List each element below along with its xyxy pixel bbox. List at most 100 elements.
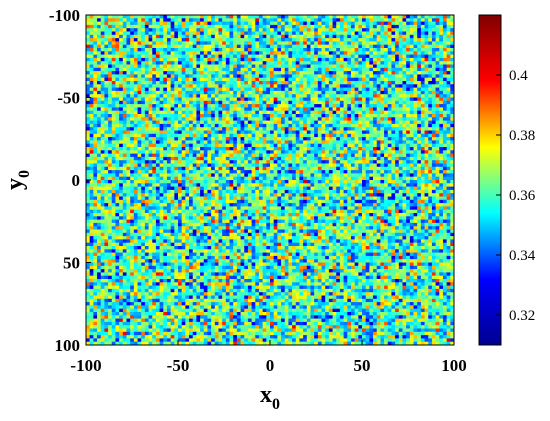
heatmap-cell xyxy=(178,127,183,131)
heatmap-cell xyxy=(244,21,249,26)
heatmap-cell xyxy=(119,31,124,36)
heatmap-cell xyxy=(369,21,374,26)
heatmap-cell xyxy=(130,114,135,118)
heatmap-cell xyxy=(384,160,389,164)
heatmap-cell xyxy=(189,15,194,19)
heatmap-cell xyxy=(247,133,253,138)
heatmap-cell xyxy=(229,57,234,62)
heatmap-cell xyxy=(178,137,183,141)
heatmap-cell xyxy=(284,160,289,164)
heatmap-cell xyxy=(100,104,105,108)
heatmap-cell xyxy=(288,54,293,59)
heatmap-cell xyxy=(354,110,359,115)
heatmap-cell xyxy=(255,140,260,145)
heatmap-cell xyxy=(281,77,286,82)
heatmap-cell xyxy=(424,54,429,59)
heatmap-cell xyxy=(303,24,308,29)
heatmap-cell xyxy=(376,41,381,46)
heatmap-cell xyxy=(347,127,352,131)
heatmap-cell xyxy=(236,137,242,141)
heatmap-cell xyxy=(233,156,238,161)
heatmap-cell xyxy=(384,38,389,42)
heatmap-cell xyxy=(236,74,242,79)
heatmap-cell xyxy=(369,18,374,23)
heatmap-cell xyxy=(424,28,429,32)
heatmap-cell xyxy=(262,176,267,181)
heatmap-cell xyxy=(391,28,396,32)
heatmap-cell xyxy=(133,28,139,32)
heatmap-cell xyxy=(273,90,278,95)
heatmap-cell xyxy=(100,173,105,178)
heatmap-cell xyxy=(196,24,201,29)
heatmap-cell xyxy=(336,170,341,174)
heatmap-cell xyxy=(178,143,183,148)
heatmap-cell xyxy=(439,104,444,108)
heatmap-cell xyxy=(442,120,448,125)
heatmap-cell xyxy=(144,104,150,108)
heatmap-cell xyxy=(100,114,105,118)
heatmap-cell xyxy=(166,77,172,82)
heatmap-cell xyxy=(450,41,455,46)
heatmap-cell xyxy=(398,147,403,151)
heatmap-cell xyxy=(303,15,308,19)
heatmap-cell xyxy=(431,31,437,36)
heatmap-cell xyxy=(288,61,293,65)
heatmap-cell xyxy=(299,48,304,52)
heatmap-cell xyxy=(258,38,264,42)
heatmap-cell xyxy=(229,77,234,82)
heatmap-cell xyxy=(163,90,168,95)
heatmap-cell xyxy=(93,64,98,69)
heatmap-cell xyxy=(373,110,378,115)
heatmap-cell xyxy=(446,21,451,26)
heatmap-cell xyxy=(218,81,223,85)
heatmap-cell xyxy=(442,140,448,145)
heatmap-cell xyxy=(211,67,216,72)
heatmap-cell xyxy=(387,176,392,181)
heatmap-cell xyxy=(306,97,311,102)
heatmap-cell xyxy=(310,94,315,98)
heatmap-cell xyxy=(137,153,142,158)
heatmap-cell xyxy=(104,15,109,19)
heatmap-cell xyxy=(387,81,392,85)
heatmap-cell xyxy=(306,114,311,118)
heatmap-cell xyxy=(93,114,98,118)
heatmap-cell xyxy=(189,67,194,72)
heatmap-cell xyxy=(314,97,319,102)
heatmap-cell xyxy=(218,163,223,168)
heatmap-cell xyxy=(185,51,190,56)
heatmap-cell xyxy=(299,110,304,115)
heatmap-cell xyxy=(332,71,337,75)
heatmap-cell xyxy=(133,130,139,135)
heatmap-cell xyxy=(380,147,385,151)
heatmap-cell xyxy=(244,34,249,39)
heatmap-cell xyxy=(137,31,142,36)
heatmap-cell xyxy=(387,140,392,145)
heatmap-cell xyxy=(203,34,208,39)
heatmap-cell xyxy=(317,130,323,135)
heatmap-cell xyxy=(284,153,289,158)
heatmap-cell xyxy=(100,77,105,82)
heatmap-cell xyxy=(306,110,311,115)
heatmap-cell xyxy=(200,64,205,69)
heatmap-cell xyxy=(185,57,190,62)
heatmap-cell xyxy=(450,31,455,36)
heatmap-cell xyxy=(365,34,370,39)
heatmap-cell xyxy=(222,28,227,32)
heatmap-cell xyxy=(100,67,105,72)
heatmap-cell xyxy=(258,54,264,59)
heatmap-cell xyxy=(247,71,253,75)
heatmap-cell xyxy=(343,104,348,108)
heatmap-cell xyxy=(270,51,275,56)
heatmap-cell xyxy=(439,97,444,102)
heatmap-cell xyxy=(343,34,348,39)
heatmap-cell xyxy=(233,147,238,151)
heatmap-cell xyxy=(398,28,403,32)
heatmap-cell xyxy=(295,71,300,75)
heatmap-cell xyxy=(97,44,102,49)
heatmap-cell xyxy=(214,137,219,141)
heatmap-cell xyxy=(130,38,135,42)
heatmap-cell xyxy=(277,117,282,122)
heatmap-cell xyxy=(97,156,102,161)
heatmap-cell xyxy=(420,64,426,69)
heatmap-cell xyxy=(155,173,161,178)
